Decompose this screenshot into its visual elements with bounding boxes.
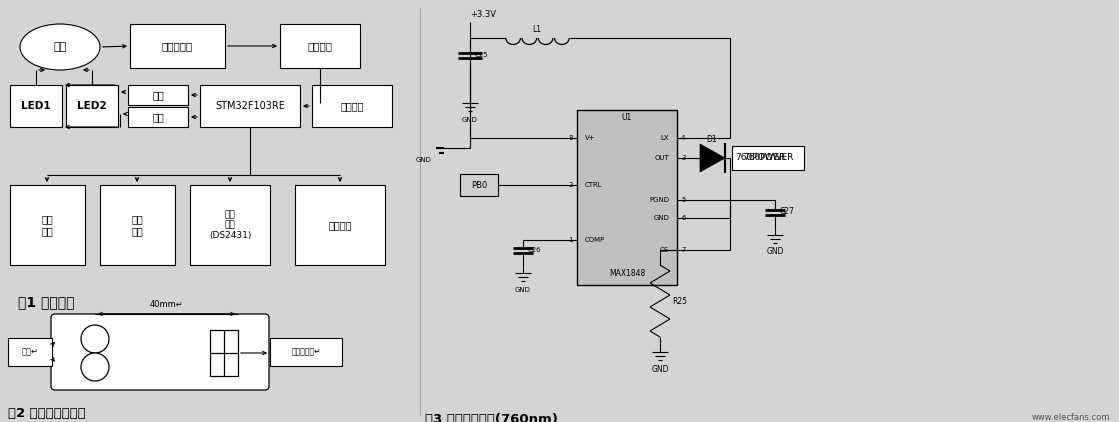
Ellipse shape [20,24,100,70]
Text: CS: CS [660,247,669,253]
Text: V+: V+ [585,135,595,141]
Text: 5: 5 [681,197,685,203]
Text: GND: GND [653,215,669,221]
Text: 光电探测器: 光电探测器 [161,41,192,51]
Text: 光源↵: 光源↵ [21,347,38,357]
FancyBboxPatch shape [577,110,677,285]
Text: 驱动: 驱动 [152,90,163,100]
Text: 工频陷波: 工频陷波 [340,101,364,111]
Text: 7: 7 [681,247,686,253]
FancyBboxPatch shape [10,185,85,265]
FancyBboxPatch shape [10,85,62,127]
FancyBboxPatch shape [200,85,300,127]
Text: 6: 6 [681,215,686,221]
Text: 加密
模块
(DS2431): 加密 模块 (DS2431) [209,210,251,240]
Text: LED2: LED2 [77,101,106,111]
Text: 显示
模块: 显示 模块 [131,214,143,236]
FancyBboxPatch shape [100,185,175,265]
Text: 2: 2 [568,182,573,188]
Text: 760POWER: 760POWER [743,154,793,162]
Text: 光电传感器↵: 光电传感器↵ [291,347,321,357]
FancyBboxPatch shape [732,146,803,170]
Text: 乳腺: 乳腺 [54,42,67,52]
Text: C25: C25 [474,52,489,58]
Circle shape [81,353,109,381]
FancyBboxPatch shape [210,330,238,376]
FancyBboxPatch shape [280,24,360,68]
Text: GND: GND [462,117,478,123]
Text: U1: U1 [622,114,632,122]
Text: LX: LX [660,135,669,141]
FancyBboxPatch shape [130,24,225,68]
Text: 图1 系统框图: 图1 系统框图 [18,295,75,309]
Text: MAX1848: MAX1848 [609,268,646,278]
Text: 760POWER: 760POWER [735,154,786,162]
Text: GND: GND [767,247,783,257]
Text: C27: C27 [780,208,794,216]
Text: 驱动: 驱动 [152,112,163,122]
Text: PGND: PGND [649,197,669,203]
Circle shape [81,325,109,353]
FancyBboxPatch shape [312,85,392,127]
Text: GND: GND [515,287,530,293]
FancyBboxPatch shape [8,338,51,366]
Text: 图3 光源驱动电路(760nm): 图3 光源驱动电路(760nm) [425,413,558,422]
Text: 图2 探头外部示意图: 图2 探头外部示意图 [8,407,86,420]
Text: C26: C26 [528,247,542,253]
Text: STM32F103RE: STM32F103RE [215,101,285,111]
Text: 40mm↵: 40mm↵ [149,300,182,309]
Text: D1: D1 [707,135,717,144]
Text: PB0: PB0 [471,181,487,189]
Text: GND: GND [416,157,432,163]
Polygon shape [700,144,725,172]
Text: GND: GND [651,365,669,373]
Text: LED1: LED1 [21,101,50,111]
Text: L1: L1 [533,25,542,35]
Text: 1: 1 [568,237,573,243]
Text: OUT: OUT [655,155,669,161]
Text: +3.3V: +3.3V [470,10,496,19]
Text: 电源模块: 电源模块 [328,220,351,230]
FancyBboxPatch shape [128,107,188,127]
Text: 4: 4 [681,135,685,141]
FancyBboxPatch shape [128,85,188,105]
Text: COMP: COMP [585,237,605,243]
FancyBboxPatch shape [190,185,270,265]
FancyBboxPatch shape [460,174,498,196]
FancyBboxPatch shape [66,85,117,127]
Text: CTRL: CTRL [585,182,603,188]
Text: www.elecfans.com: www.elecfans.com [1032,413,1110,422]
FancyBboxPatch shape [295,185,385,265]
Text: 3: 3 [681,155,686,161]
FancyBboxPatch shape [51,314,269,390]
Text: R25: R25 [673,297,687,306]
Text: 前置放大: 前置放大 [308,41,332,51]
FancyBboxPatch shape [270,338,342,366]
Text: 语音
模块: 语音 模块 [41,214,53,236]
Text: 8: 8 [568,135,573,141]
